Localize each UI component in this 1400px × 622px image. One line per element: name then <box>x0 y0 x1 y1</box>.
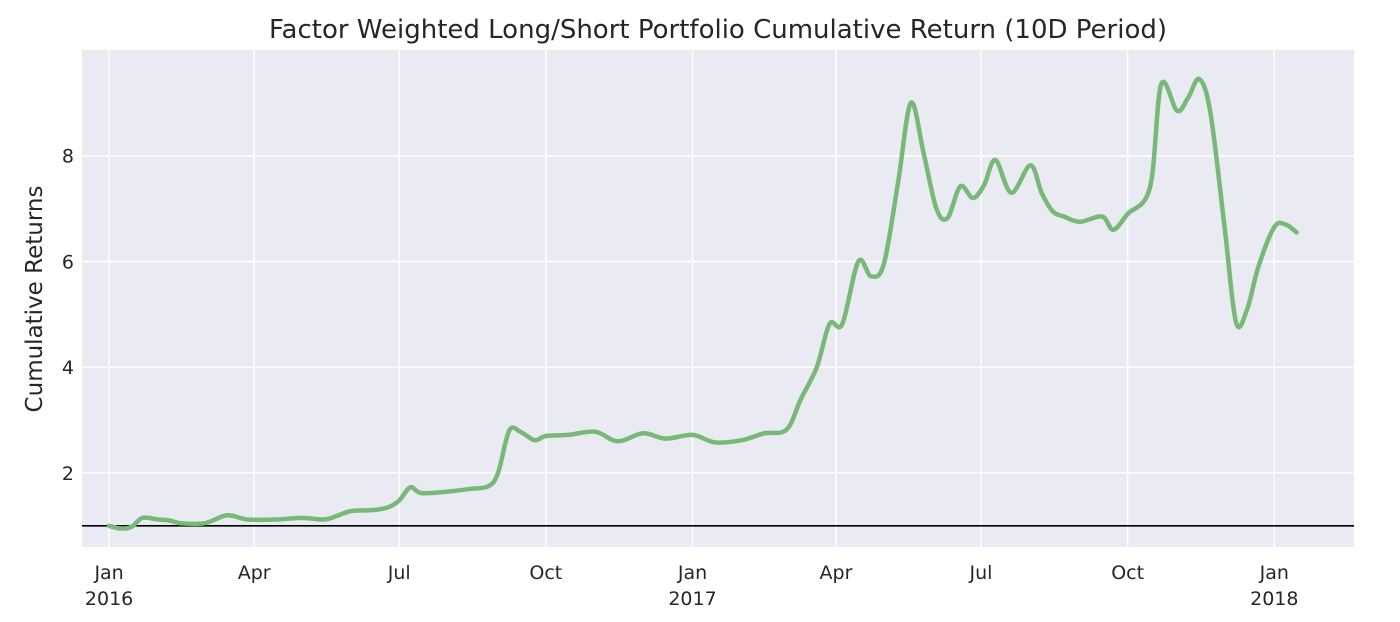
x-tick-label: Apr <box>238 562 271 584</box>
x-tick-label: Oct <box>1111 562 1144 584</box>
x-tick-label: Jan <box>93 562 123 584</box>
y-tick-label: 4 <box>62 357 74 379</box>
x-tick-labels: Jan 2016 Apr Jul Oct Jan 2017 Apr Jul Oct Jan 2018 <box>85 562 1299 610</box>
y-tick-label: 8 <box>62 146 74 168</box>
x-tick-year-label: 2016 <box>85 588 133 610</box>
plot-background <box>82 50 1354 547</box>
y-tick-label: 2 <box>62 463 74 485</box>
x-tick-label: Jul <box>969 562 993 584</box>
chart-title: Factor Weighted Long/Short Portfolio Cum… <box>269 15 1167 45</box>
cumulative-return-line <box>106 76 1299 531</box>
x-tick-label: Jul <box>387 562 411 584</box>
y-tick-label: 6 <box>62 251 74 273</box>
y-tick-labels: 2 4 6 8 <box>62 146 74 485</box>
x-tick-year-label: 2017 <box>668 588 716 610</box>
x-tick-label: Jan <box>677 562 707 584</box>
x-tick-label: Jan <box>1259 562 1289 584</box>
y-gridlines <box>82 155 1354 474</box>
x-tick-label: Oct <box>529 562 562 584</box>
y-axis-label: Cumulative Returns <box>22 186 48 413</box>
x-tick-year-label: 2018 <box>1250 588 1298 610</box>
x-gridlines <box>108 50 1276 547</box>
x-tick-label: Apr <box>820 562 853 584</box>
